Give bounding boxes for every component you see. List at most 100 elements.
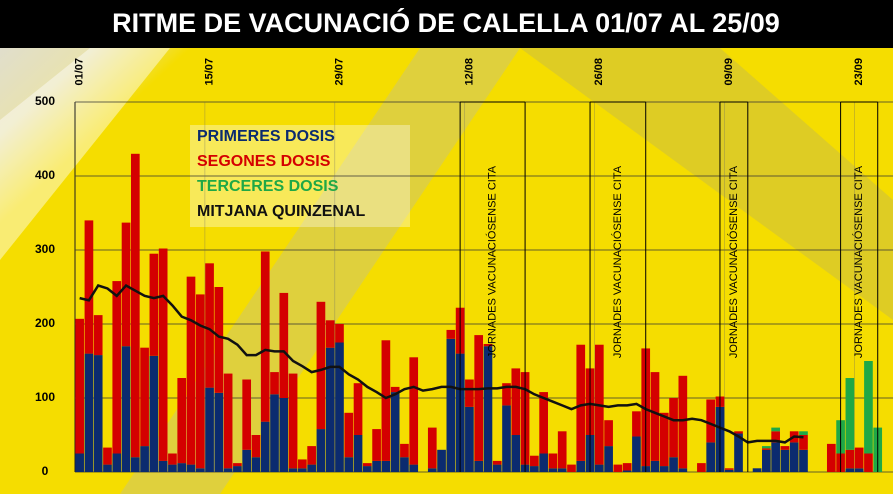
bar-segment: [845, 449, 855, 469]
bar-segment: [242, 379, 252, 450]
annotation: JORNADES VACUNACIÓSENSE CITA: [611, 165, 624, 358]
bar-segment: [260, 251, 270, 422]
bar-segment: [103, 464, 112, 472]
bar-segment: [288, 468, 298, 472]
bar-segment: [242, 449, 252, 472]
bar-segment: [307, 464, 316, 472]
bar-segment: [84, 353, 94, 472]
y-tick-label: 400: [35, 168, 55, 182]
bar-segment: [75, 318, 84, 454]
annotation: JORNADES VACUNACIÓSENSE CITA: [727, 165, 740, 358]
bar-segment: [140, 446, 149, 472]
bar-segment: [149, 355, 159, 472]
bar-segment: [140, 347, 149, 447]
bar-segment: [279, 292, 289, 398]
bar-segment: [789, 442, 799, 472]
bar-segment: [678, 468, 688, 472]
bar-segment: [669, 457, 678, 472]
bar-segment: [353, 383, 363, 435]
bar-segment: [158, 460, 168, 472]
bar-segment: [826, 443, 836, 472]
bar-segment: [845, 468, 855, 472]
bar-segment: [706, 442, 716, 472]
bar-segment: [316, 301, 326, 430]
bar-segment: [446, 329, 456, 339]
y-tick-label: 100: [35, 390, 55, 404]
plot: 0 100 200 300 400 500 01/07 15/07 29/07 12/08 26/0…: [35, 58, 893, 478]
bar-segment: [112, 453, 122, 472]
bar-segment: [632, 411, 641, 437]
decor: [520, 48, 893, 320]
bar-segment: [177, 463, 187, 472]
bar-segment: [771, 431, 780, 443]
bar-segment: [223, 468, 233, 472]
bar-segment: [233, 466, 242, 472]
bar-segment: [130, 153, 140, 458]
bar-segment: [659, 466, 669, 472]
x-tick-label: 26/08: [593, 58, 605, 86]
bar-segment: [511, 435, 521, 472]
bar-segment: [622, 470, 632, 472]
bar-segment: [483, 346, 493, 472]
bar-segment: [260, 421, 270, 472]
x-tick-label: 29/07: [333, 58, 345, 86]
bar-segment: [168, 453, 177, 465]
bar-segment: [362, 466, 372, 472]
bar-segment: [335, 342, 344, 472]
bar-segment: [121, 346, 131, 472]
decor: [0, 48, 170, 260]
bar-segment: [650, 372, 660, 461]
bar-segment: [335, 324, 344, 343]
bar-segment: [251, 435, 261, 458]
bar-segment: [130, 457, 140, 472]
bar-segment: [780, 449, 790, 472]
bar-segment: [400, 457, 409, 472]
bar-segment: [149, 253, 159, 356]
legend-entry: TERCERES DOSIS: [197, 178, 339, 195]
bar-segment: [845, 378, 855, 450]
bar-segment: [502, 383, 511, 406]
bar-segment: [539, 392, 548, 454]
bar-segment: [437, 449, 446, 472]
bar-segment: [186, 276, 196, 465]
bar-segment: [205, 387, 214, 472]
bar-segment: [93, 315, 103, 356]
bar-segment: [325, 347, 335, 472]
bar-segment: [344, 412, 354, 458]
bar-segment: [678, 375, 688, 469]
bar-segment: [567, 464, 576, 472]
bar-segment: [84, 220, 94, 354]
bar-segment: [724, 469, 734, 472]
bar-segment: [298, 468, 307, 472]
bar-segment: [390, 392, 400, 472]
bar-segment: [734, 431, 743, 434]
bar-segment: [390, 386, 400, 393]
y-tick-label: 300: [35, 242, 55, 256]
annotation: JORNADES VACUNACIÓSENSE CITA: [486, 165, 499, 358]
bar-segment: [112, 281, 122, 454]
bar-segment: [168, 464, 177, 472]
legend-entry: MITJANA QUINZENAL: [197, 203, 366, 220]
bar-segment: [734, 433, 743, 472]
bar-segment: [465, 379, 474, 407]
bar-segment: [669, 398, 678, 458]
bar-segment: [344, 457, 354, 472]
bar-segment: [752, 468, 762, 472]
bar-segment: [604, 420, 613, 447]
bar-segment: [650, 460, 660, 472]
bar-segment: [724, 468, 734, 470]
bar-segment: [530, 455, 539, 467]
bar-segment: [762, 446, 771, 449]
bar-segment: [205, 263, 214, 388]
bar-segment: [492, 460, 502, 465]
bar-segment: [325, 320, 335, 348]
bar-segment: [195, 468, 205, 472]
bar-segment: [362, 463, 372, 467]
bar-segment: [223, 373, 233, 469]
bar-segment: [780, 446, 790, 450]
bar-segment: [233, 463, 242, 467]
bar-segment: [706, 399, 716, 443]
x-tick-label: 23/09: [853, 58, 865, 86]
legend-entry: SEGONES DOSIS: [197, 153, 331, 170]
